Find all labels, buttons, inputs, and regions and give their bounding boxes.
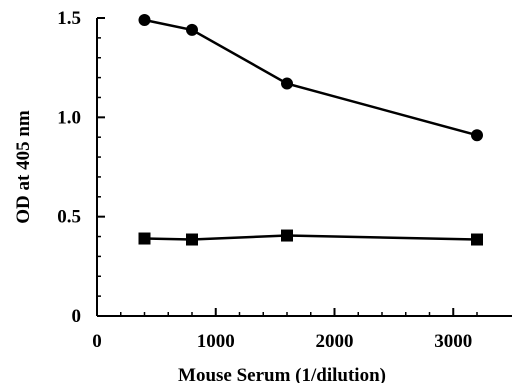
- data-point-circle: [471, 129, 483, 142]
- y-axis-title: OD at 405 nm: [13, 110, 34, 224]
- y-tick-label: 0: [72, 306, 82, 327]
- data-point-square: [186, 233, 198, 246]
- x-tick-label: 0: [92, 331, 102, 352]
- x-tick-label: 2000: [316, 331, 354, 352]
- series-line-circle: [144, 18, 478, 137]
- data-point-circle: [138, 13, 151, 26]
- ticks: [96, 17, 478, 317]
- x-axis-title: Mouse Serum (1/dilution): [178, 365, 386, 383]
- data-point-square: [138, 232, 151, 245]
- data-point-square: [281, 229, 293, 242]
- series-line-square: [144, 234, 478, 241]
- tick-labels: 0 1000 2000 3000 0 0.5 1.0 1.5: [57, 8, 472, 352]
- y-tick-label: 1.0: [57, 107, 81, 128]
- data-point-circle: [186, 23, 198, 36]
- data-point-square: [471, 233, 483, 246]
- series-layer: [138, 13, 483, 246]
- data-point-circle: [281, 77, 293, 90]
- y-tick-label: 0.5: [57, 207, 81, 228]
- x-tick-label: 3000: [434, 331, 472, 352]
- x-tick-label: 1000: [197, 331, 235, 352]
- y-tick-label: 1.5: [57, 8, 81, 29]
- axes: [96, 18, 512, 317]
